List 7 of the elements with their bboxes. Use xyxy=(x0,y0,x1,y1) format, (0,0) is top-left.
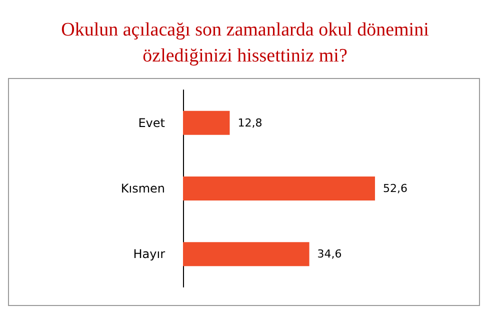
data-label: 52,6 xyxy=(382,182,408,195)
data-label: 12,8 xyxy=(238,116,262,130)
data-label: 34,6 xyxy=(317,248,342,261)
y-tick-label: Evet xyxy=(138,116,166,130)
y-tick-label: Hayır xyxy=(133,247,166,262)
chart-title: Okulun açılacağı son zamanlarda okul dönemini özlediğinizi hissettiniz mi? xyxy=(61,20,429,66)
y-tick-label: Kısmen xyxy=(120,182,165,196)
